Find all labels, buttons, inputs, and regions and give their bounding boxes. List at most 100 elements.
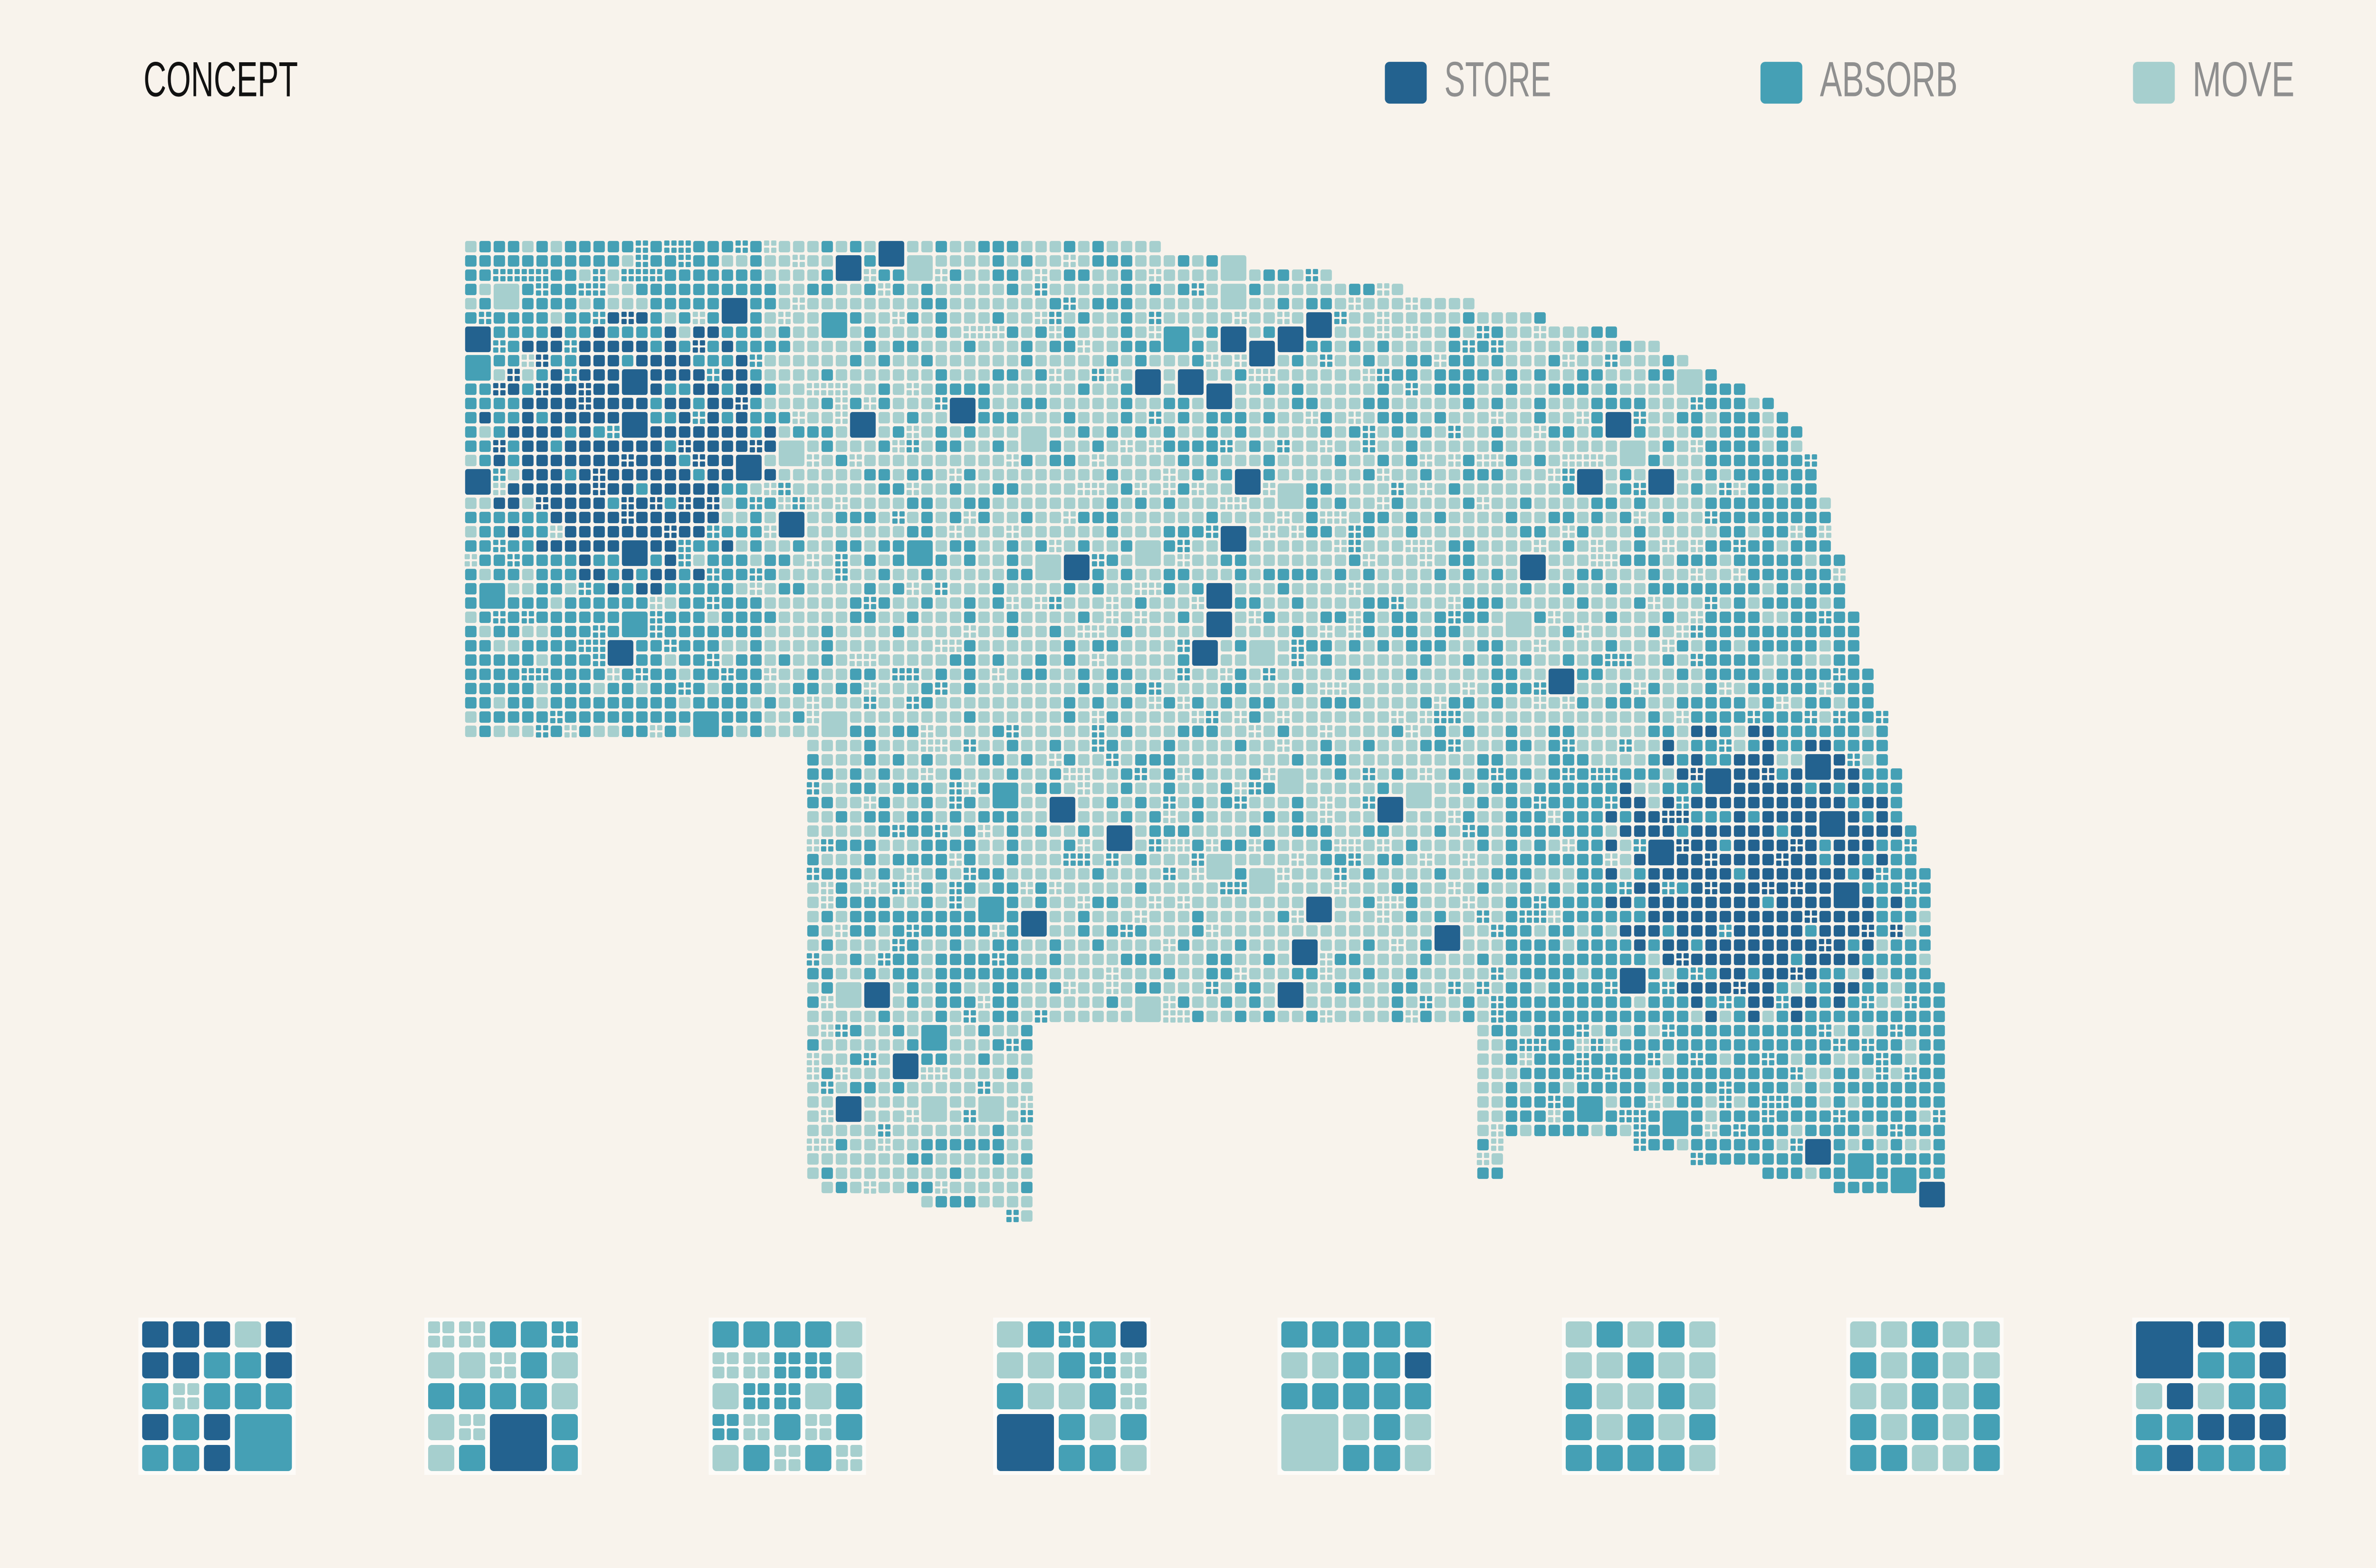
- map-cell: [850, 469, 862, 481]
- map-cell: [1092, 284, 1104, 296]
- map-cell: [607, 626, 619, 638]
- map-cell: [793, 612, 805, 623]
- map-cell: [636, 312, 648, 324]
- map-cell: [736, 269, 747, 281]
- map-cell-small: [1783, 704, 1789, 709]
- map-cell-small: [1747, 718, 1753, 724]
- map-cell: [465, 383, 477, 395]
- map-cell-small: [1334, 689, 1340, 695]
- map-cell-small: [970, 789, 976, 795]
- map-cell: [1434, 326, 1446, 338]
- map-cell-small: [1063, 305, 1069, 310]
- map-cell: [850, 783, 862, 794]
- map-cell: [964, 825, 976, 837]
- map-cell-small: [521, 354, 527, 360]
- map-cell: [1662, 497, 1674, 509]
- map-cell: [1406, 483, 1418, 495]
- map-cell: [1021, 612, 1033, 623]
- map-cell: [1163, 626, 1175, 638]
- map-cell: [1049, 783, 1061, 794]
- map-cell: [992, 269, 1004, 281]
- map-cell: [1719, 569, 1731, 581]
- map-cell: [907, 811, 919, 823]
- map-cell: [1078, 512, 1090, 524]
- map-cell: [1306, 341, 1318, 353]
- map-cell-small: [1555, 476, 1561, 481]
- map-cell: [1249, 440, 1261, 452]
- map-cell: [835, 754, 847, 766]
- map-cell: [949, 497, 961, 509]
- map-cell: [479, 526, 491, 538]
- map-cell: [1320, 369, 1332, 381]
- map-cell: [1748, 583, 1760, 595]
- map-cell: [607, 683, 619, 695]
- map-cell: [1021, 555, 1033, 566]
- map-cell: [1605, 526, 1617, 538]
- map-cell-small: [1355, 632, 1361, 638]
- map-cell: [1006, 241, 1018, 253]
- map-cell: [1505, 640, 1517, 652]
- map-cell: [1562, 497, 1574, 509]
- map-cell: [1263, 597, 1275, 609]
- map-cell: [1377, 440, 1389, 452]
- map-cell-small: [1562, 697, 1568, 702]
- map-cell: [1577, 555, 1589, 566]
- map-cell-small: [863, 269, 869, 275]
- map-cell: [1021, 768, 1033, 780]
- map-cell: [1619, 726, 1631, 737]
- map-cell-small: [657, 597, 662, 602]
- map-cell-small: [1676, 711, 1682, 717]
- map-cell-small: [1583, 419, 1589, 424]
- map-cell: [736, 355, 747, 367]
- map-cell: [1876, 840, 1888, 851]
- map-cell: [1206, 768, 1218, 780]
- map-cell-small: [593, 319, 598, 325]
- map-cell: [693, 469, 705, 481]
- map-cell: [1791, 640, 1802, 652]
- map-cell: [1349, 355, 1360, 367]
- map-cell: [1021, 783, 1033, 794]
- map-cell-small: [1569, 533, 1575, 538]
- map-cell: [864, 825, 876, 837]
- map-cell: [693, 640, 705, 652]
- map-cell: [949, 626, 961, 638]
- map-cell: [1391, 540, 1403, 552]
- map-cell: [1662, 669, 1674, 680]
- map-cell: [679, 341, 690, 353]
- map-cell: [1363, 540, 1375, 552]
- map-cell: [1263, 512, 1275, 524]
- map-cell-small: [1819, 533, 1824, 538]
- map-cell: [1263, 797, 1275, 809]
- map-cell-small: [1605, 654, 1610, 660]
- map-cell-small: [1462, 825, 1468, 831]
- map-cell: [1006, 369, 1018, 381]
- map-cell: [1306, 540, 1318, 552]
- map-cell: [579, 326, 591, 338]
- map-cell: [1106, 626, 1118, 638]
- map-cell: [1605, 569, 1617, 581]
- map-cell: [1349, 483, 1360, 495]
- map-cell: [907, 754, 919, 766]
- map-cell: [1463, 726, 1475, 737]
- map-cell-small: [1184, 640, 1190, 645]
- map-cell: [679, 711, 690, 723]
- map-cell: [1420, 683, 1432, 695]
- map-cell: [1534, 412, 1546, 424]
- map-cell-small: [536, 290, 541, 296]
- map-cell-small: [757, 497, 762, 503]
- map-cell-small: [1541, 540, 1546, 545]
- map-cell-small: [1113, 611, 1119, 617]
- map-cell-small: [906, 383, 912, 389]
- map-cell: [1263, 569, 1275, 581]
- map-cell-small: [1163, 811, 1169, 816]
- map-cell-small: [578, 283, 584, 289]
- map-cell: [992, 612, 1004, 623]
- map-cell: [992, 697, 1004, 709]
- map-cell: [1320, 398, 1332, 410]
- map-cell-small: [1427, 853, 1432, 859]
- map-cell: [1121, 583, 1132, 595]
- map-cell-small: [1427, 561, 1432, 567]
- map-cell: [1420, 369, 1432, 381]
- map-cell: [807, 640, 819, 652]
- map-cell-small: [1355, 533, 1361, 538]
